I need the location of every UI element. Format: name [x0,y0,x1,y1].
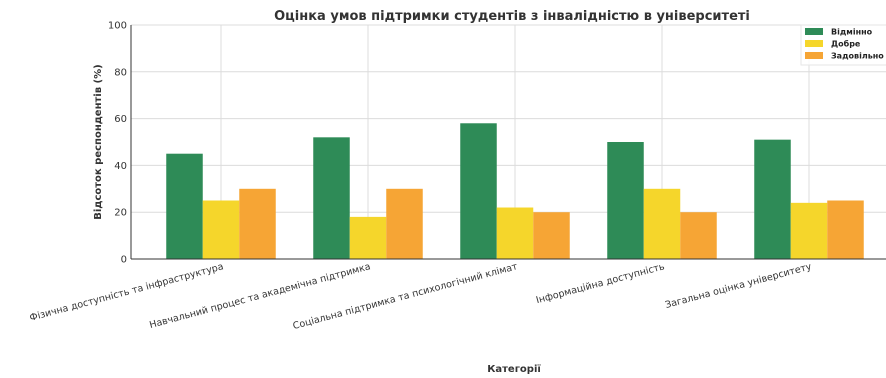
legend-swatch [805,28,823,35]
y-tick-label: 80 [114,67,127,78]
x-axis-label: Категорії [487,363,541,375]
x-tick-label: Загальна оцінка університету [664,261,813,311]
bars [166,123,864,259]
y-ticks: 0 20 40 60 80 100 [108,21,127,266]
y-tick-label: 20 [114,208,127,219]
legend-label: Відмінно [831,27,873,37]
legend-swatch [805,52,823,59]
y-tick-label: 0 [121,255,127,266]
bar-2-1 [202,200,240,259]
legend-label: Добре [831,39,861,49]
bar-1-5 [754,139,791,259]
x-tick-label: Соціальна підтримка та психологічний клі… [292,261,519,332]
y-tick-label: 60 [114,114,127,125]
axes [130,25,886,260]
bar-2-4 [643,188,681,259]
bar-3-1 [239,188,276,259]
bar-3-2 [386,188,423,259]
bar-3-3 [533,212,570,259]
legend-label: Задовільно [831,51,884,61]
y-tick-label: 40 [114,161,127,172]
bar-1-2 [313,137,350,259]
bar-1-4 [607,142,644,259]
bar-2-5 [790,202,828,259]
chart-title: Оцінка умов підтримки студентів з інвалі… [274,9,750,24]
y-axis-label: Відсоток респондентів (%) [93,64,104,219]
bar-2-2 [349,216,387,259]
y-tick-label: 100 [108,21,127,32]
bar-3-5 [827,200,864,259]
bar-1-3 [460,123,497,259]
bar-3-4 [680,212,717,259]
x-ticks: Фізична доступність та інфраструктураНав… [28,261,813,332]
x-tick-label: Інформаційна доступність [535,261,666,306]
bar-1-1 [166,153,203,259]
bar-2-3 [496,207,534,259]
legend-swatch [805,40,823,47]
legend: Відмінно Добре Задовільно [800,24,886,66]
